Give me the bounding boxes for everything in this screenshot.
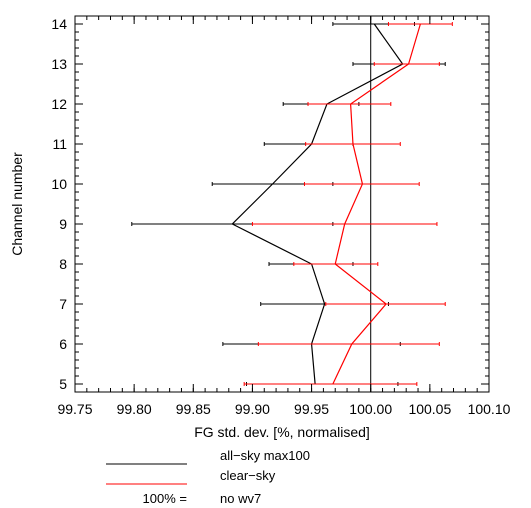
plot-frame (74, 15, 490, 393)
series-line (231, 23, 404, 385)
legend-label-all-sky: all−sky max100 (220, 448, 310, 463)
y-axis-label: Channel number (9, 152, 25, 256)
x-tick-label: 99.90 (235, 401, 270, 417)
x-tick-label: 99.80 (117, 401, 152, 417)
legend-note-value: no wv7 (220, 491, 261, 506)
x-tick-label: 99.85 (176, 401, 211, 417)
y-tick-label: 7 (59, 296, 67, 312)
series-layer (131, 22, 453, 386)
x-tick-label: 100.05 (408, 401, 451, 417)
series-clear-sky (243, 22, 453, 386)
y-tick-label: 5 (59, 376, 67, 392)
y-tick-label: 8 (59, 256, 67, 272)
x-tick-label: 99.75 (57, 401, 92, 417)
y-tick-label: 12 (51, 96, 67, 112)
legend: all−sky max100 clear−sky 100% = no wv7 (106, 448, 310, 506)
legend-label-clear-sky: clear−sky (220, 468, 276, 483)
series-line (332, 23, 421, 385)
axis-layer: 99.75 99.80 99.85 99.90 99.95 100.00 100.05 100… (51, 16, 511, 417)
y-tick-label: 6 (59, 336, 67, 352)
x-tick-label: 100.10 (468, 401, 511, 417)
x-axis-label: FG std. dev. [%, normalised] (194, 424, 370, 440)
y-tick-label: 9 (59, 216, 67, 232)
series-all-sky (131, 22, 446, 386)
x-tick-label: 100.00 (349, 401, 392, 417)
y-tick-label: 13 (51, 56, 67, 72)
x-tick-label: 99.95 (294, 401, 329, 417)
y-tick-label: 11 (52, 136, 67, 152)
legend-note-label: 100% = (143, 491, 187, 506)
y-tick-label: 14 (51, 16, 67, 32)
y-tick-label: 10 (51, 176, 67, 192)
